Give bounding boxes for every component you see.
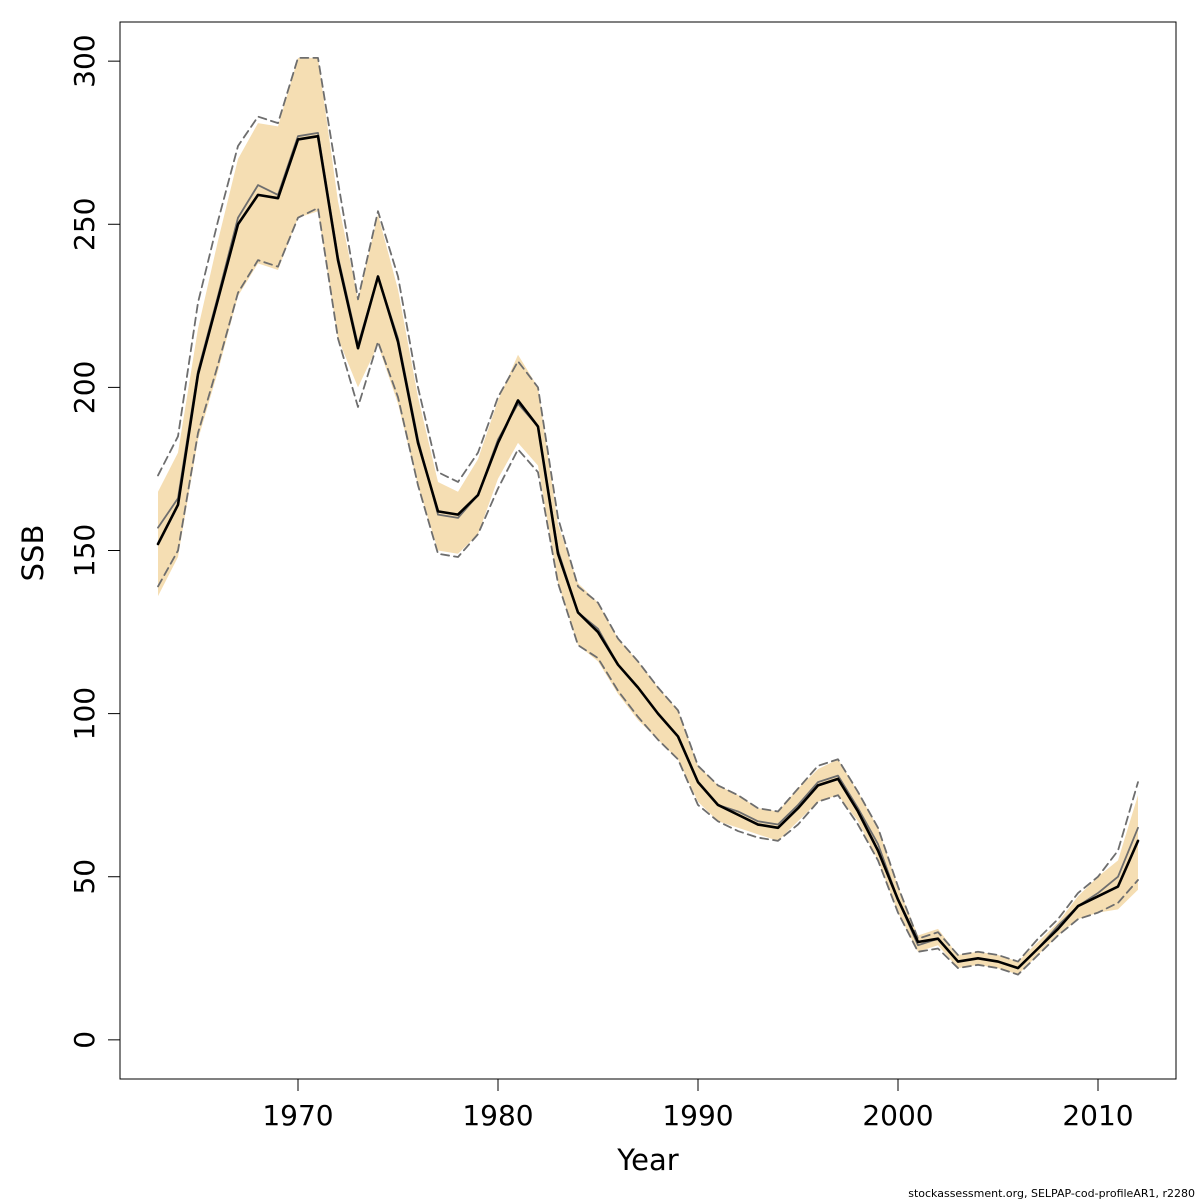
y-axis-title: SSB <box>16 525 50 582</box>
x-tick-label: 2010 <box>1062 1099 1133 1132</box>
x-tick-label: 1970 <box>262 1099 333 1132</box>
x-tick-label: 2000 <box>862 1099 933 1132</box>
y-tick-label: 300 <box>68 34 101 87</box>
y-tick-label: 0 <box>68 1031 101 1049</box>
interval-line-dashed-2 <box>157 207 1139 976</box>
estimate-line <box>156 134 1140 970</box>
footer-credit: stockassessment.org, SELPAP-cod-profileA… <box>908 1187 1195 1200</box>
y-tick-label: 200 <box>68 361 101 414</box>
x-axis-title: Year <box>616 1143 678 1177</box>
interval-line-dashed-1 <box>157 56 1139 963</box>
x-tick-label: 1980 <box>462 1099 533 1132</box>
y-tick-label: 250 <box>68 198 101 251</box>
x-tick-label: 1990 <box>662 1099 733 1132</box>
y-axis: 0 50 100 150 200 250 300 <box>68 34 120 1049</box>
series-line-layer <box>156 56 1140 976</box>
y-tick-label: 50 <box>68 859 101 895</box>
confidence-band-layer <box>158 57 1138 975</box>
confidence-band <box>158 57 1138 975</box>
y-tick-label: 150 <box>68 524 101 577</box>
y-tick-label: 100 <box>68 687 101 740</box>
x-axis: 1970 1980 1990 2000 2010 <box>262 1078 1134 1132</box>
